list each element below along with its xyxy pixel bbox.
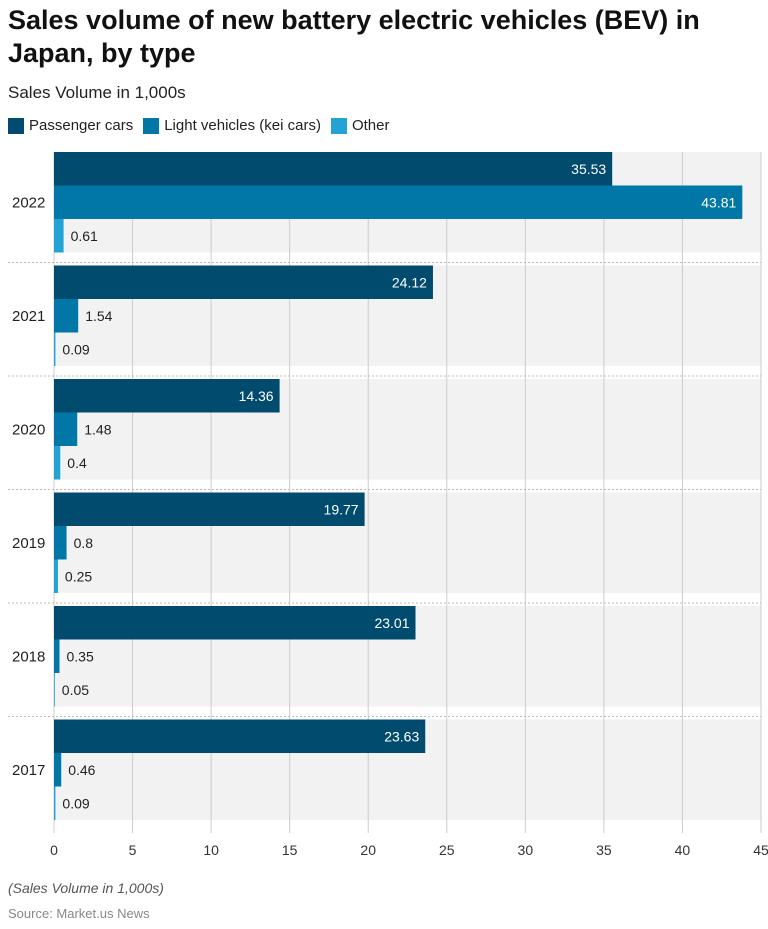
legend-label-other: Other [351, 117, 390, 134]
legend-swatch-other [330, 117, 347, 134]
bar-2022-series-1 [54, 185, 743, 219]
legend-item-light-vehicles: Light vehicles (kei cars) [143, 117, 321, 134]
chart-footnote: (Sales Volume in 1,000s) [8, 880, 164, 896]
value-label-2018-series-0: 23.01 [374, 615, 409, 631]
legend-swatch-light-vehicles [143, 117, 160, 134]
value-label-2022-series-1: 43.81 [701, 194, 736, 210]
value-label-2020-series-0: 14.36 [239, 388, 274, 404]
bar-2020-series-0 [54, 379, 280, 413]
bar-2019-series-2 [54, 559, 58, 593]
x-tick-label-25: 25 [439, 842, 455, 858]
legend-item-passenger-cars: Passenger cars [8, 117, 133, 134]
bar-2017-series-2 [54, 786, 56, 820]
chart-source: Source: Market.us News [8, 906, 150, 921]
category-label-2017: 2017 [12, 762, 45, 779]
bar-2019-series-1 [54, 526, 67, 560]
bar-2022-series-2 [54, 219, 64, 253]
value-label-2020-series-1: 1.48 [84, 421, 111, 437]
value-label-2019-series-2: 0.25 [65, 568, 92, 584]
value-label-2019-series-0: 19.77 [324, 501, 359, 517]
x-tick-label-35: 35 [596, 842, 612, 858]
bar-2020-series-1 [54, 412, 78, 446]
category-label-2019: 2019 [12, 535, 45, 552]
value-label-2021-series-0: 24.12 [392, 274, 427, 290]
value-label-2021-series-2: 0.09 [62, 341, 89, 357]
value-label-2019-series-1: 0.8 [74, 535, 94, 551]
value-label-2021-series-1: 1.54 [85, 308, 112, 324]
bar-2017-series-1 [54, 753, 62, 787]
bar-2018-series-2 [54, 673, 55, 707]
bar-2020-series-2 [54, 446, 61, 480]
bar-2021-series-2 [54, 332, 56, 366]
value-label-2018-series-2: 0.05 [62, 682, 89, 698]
bar-2018-series-0 [54, 606, 416, 640]
bar-2021-series-1 [54, 299, 79, 333]
value-label-2017-series-1: 0.46 [68, 762, 95, 778]
category-label-2022: 2022 [12, 194, 45, 211]
x-tick-label-30: 30 [518, 842, 534, 858]
bar-chart: 35.53 43.81 0.61 2022 24.12 1.54 0.09 2021 14.36… [8, 152, 768, 858]
bar-2018-series-1 [54, 639, 60, 673]
chart-title: Sales volume of new battery electric veh… [8, 5, 700, 68]
value-label-2017-series-2: 0.09 [62, 795, 89, 811]
legend-item-other: Other [330, 117, 390, 134]
x-tick-label-15: 15 [282, 842, 298, 858]
value-label-2018-series-1: 0.35 [66, 648, 93, 664]
bar-2019-series-0 [54, 492, 365, 526]
bar-2021-series-0 [54, 265, 433, 299]
value-label-2022-series-2: 0.61 [71, 228, 98, 244]
x-tick-label-5: 5 [129, 842, 137, 858]
x-tick-label-0: 0 [50, 842, 58, 858]
legend-label-light-vehicles: Light vehicles (kei cars) [164, 117, 321, 134]
value-label-2020-series-2: 0.4 [67, 455, 87, 471]
legend-label-passenger-cars: Passenger cars [29, 117, 134, 134]
x-tick-label-10: 10 [203, 842, 219, 858]
x-tick-label-45: 45 [753, 842, 768, 858]
x-tick-label-20: 20 [360, 842, 376, 858]
category-label-2020: 2020 [12, 421, 45, 438]
value-label-2017-series-0: 23.63 [384, 728, 419, 744]
category-label-2018: 2018 [12, 648, 45, 665]
chart-subtitle: Sales Volume in 1,000s [8, 83, 186, 102]
legend-swatch-passenger-cars [8, 117, 24, 134]
bar-2017-series-0 [54, 719, 426, 753]
legend: Passenger cars Light vehicles (kei cars)… [8, 117, 399, 134]
value-label-2022-series-0: 35.53 [571, 161, 606, 177]
category-label-2021: 2021 [12, 308, 45, 325]
x-tick-label-40: 40 [675, 842, 691, 858]
bar-2022-series-0 [54, 152, 613, 186]
